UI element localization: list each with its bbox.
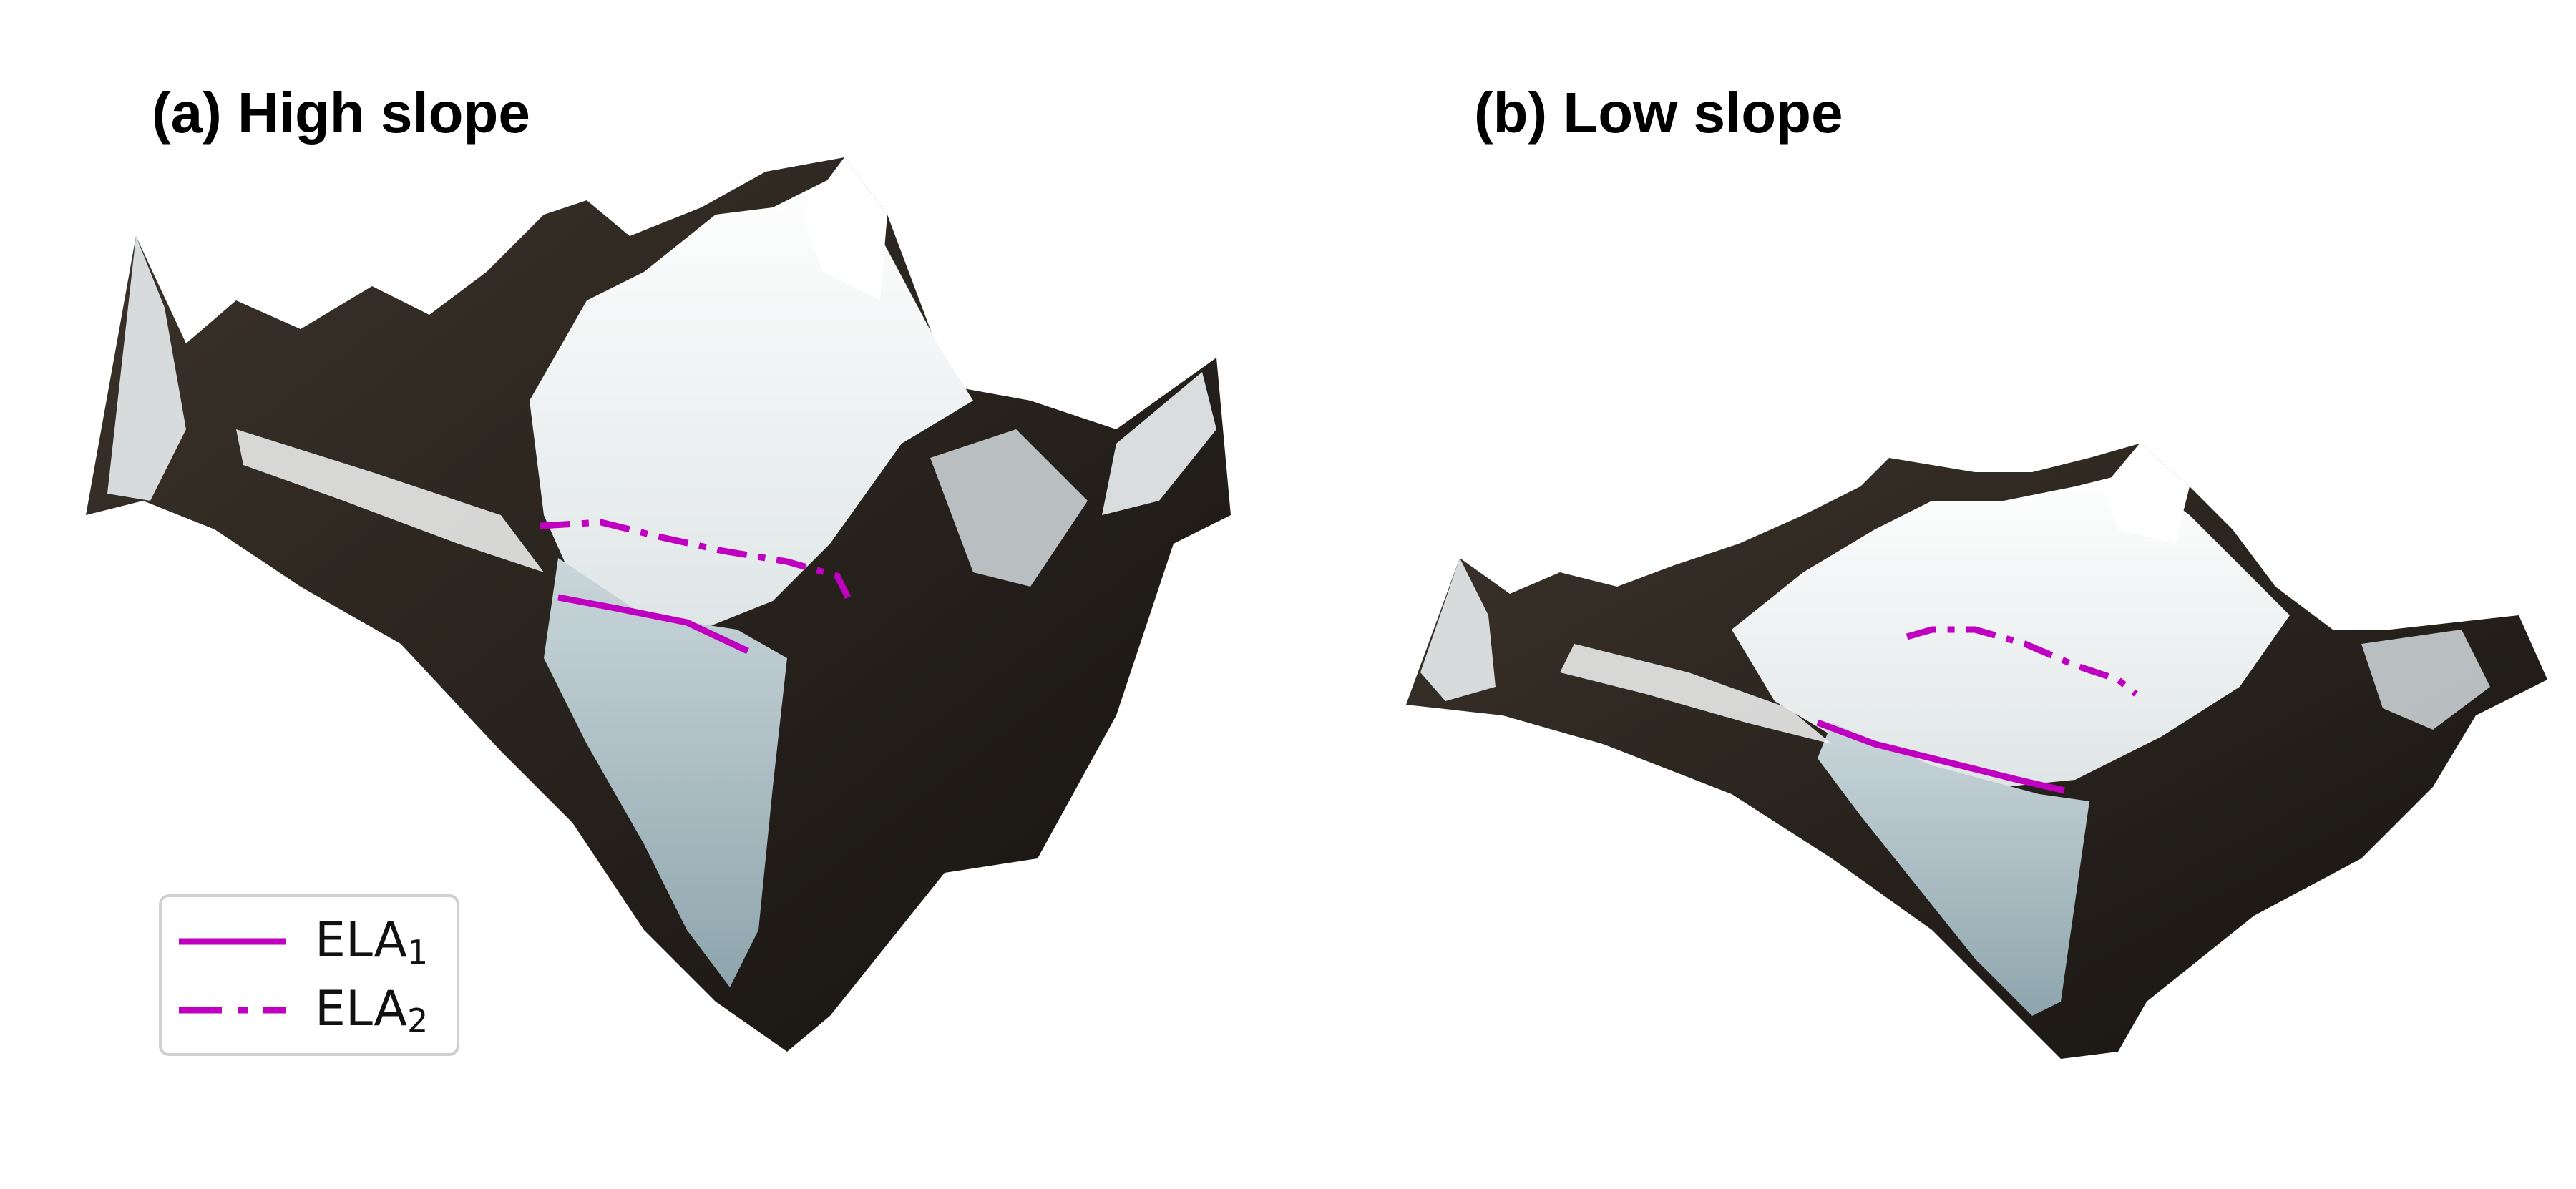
legend: ELA1 ELA2 bbox=[159, 894, 459, 1056]
solid-line-swatch bbox=[179, 938, 286, 945]
panel-a-title: (a) High slope bbox=[152, 81, 530, 145]
ela2-line-b bbox=[1906, 626, 2138, 697]
ela1-line-b bbox=[1816, 719, 2066, 794]
ela2-line-a bbox=[540, 519, 852, 600]
legend-label-ela1: ELA1 bbox=[315, 911, 429, 972]
legend-label-ela2: ELA2 bbox=[315, 980, 429, 1040]
legend-entry-ela2: ELA2 bbox=[179, 980, 429, 1040]
legend-entry-ela1: ELA1 bbox=[179, 911, 429, 972]
dashdot-line-swatch bbox=[179, 1007, 286, 1014]
terrain-b bbox=[1406, 444, 2547, 1059]
ela1-line-a bbox=[557, 594, 749, 655]
terrain-a bbox=[86, 157, 1231, 1052]
panel-b-title: (b) Low slope bbox=[1474, 81, 1843, 145]
